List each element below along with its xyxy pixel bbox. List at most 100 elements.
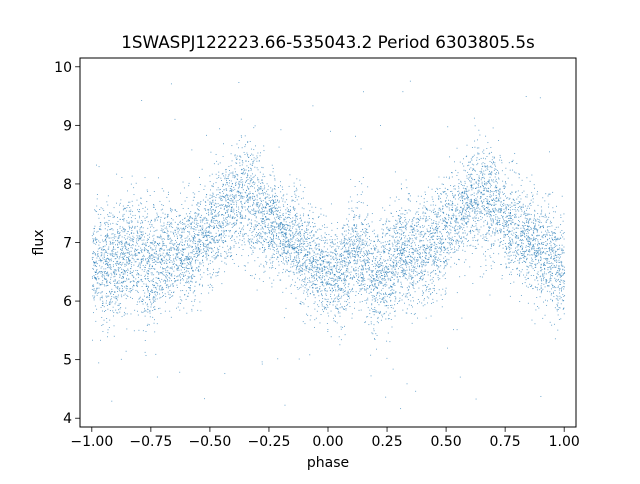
data-point	[543, 251, 544, 252]
data-point	[146, 201, 148, 203]
data-point	[557, 279, 559, 281]
data-point	[339, 287, 341, 289]
data-point	[510, 254, 512, 256]
data-point	[504, 174, 506, 176]
data-point	[538, 224, 540, 226]
data-point	[489, 255, 491, 257]
data-point	[448, 219, 449, 221]
data-point	[173, 249, 175, 251]
data-point	[172, 231, 174, 233]
data-point	[310, 265, 312, 267]
data-point	[329, 245, 331, 247]
data-point	[254, 182, 256, 184]
data-point	[503, 220, 505, 221]
data-point	[142, 255, 144, 257]
data-point	[470, 230, 471, 232]
data-point	[460, 181, 462, 183]
data-point	[373, 233, 375, 235]
data-point	[160, 247, 162, 249]
data-point	[430, 249, 432, 251]
data-point	[247, 225, 249, 226]
data-point	[314, 260, 316, 262]
data-point	[256, 238, 258, 240]
data-point	[144, 309, 146, 311]
data-point	[242, 216, 244, 218]
data-point	[505, 195, 506, 197]
data-point	[159, 307, 161, 309]
data-point	[215, 197, 217, 199]
data-point	[262, 206, 264, 208]
data-point	[183, 227, 185, 229]
data-point	[321, 276, 323, 278]
data-point	[516, 268, 517, 270]
data-point	[466, 208, 468, 210]
data-point	[213, 238, 215, 240]
data-point	[166, 263, 168, 264]
data-point	[99, 241, 101, 243]
data-point	[510, 247, 512, 249]
data-point	[328, 268, 330, 270]
data-point	[125, 210, 127, 212]
data-point	[121, 236, 123, 238]
data-point	[178, 302, 180, 304]
data-point	[336, 259, 338, 261]
data-point	[400, 408, 402, 410]
data-point	[242, 181, 244, 183]
data-point	[189, 216, 191, 218]
data-point	[461, 223, 463, 225]
data-point	[488, 233, 490, 235]
data-point	[267, 204, 269, 205]
data-point	[321, 290, 323, 292]
data-point	[269, 259, 271, 261]
data-point	[117, 296, 119, 298]
data-point	[496, 220, 498, 222]
data-point	[161, 188, 163, 190]
data-point	[375, 279, 377, 281]
data-point	[216, 239, 218, 241]
data-point	[527, 236, 529, 238]
data-point	[191, 310, 193, 312]
data-point	[142, 215, 144, 217]
data-point	[398, 198, 400, 200]
data-point	[379, 265, 381, 267]
data-point	[198, 240, 200, 242]
data-point	[251, 158, 253, 160]
data-point	[548, 262, 550, 264]
data-point	[202, 244, 204, 246]
data-point	[215, 252, 217, 254]
data-point	[101, 252, 103, 254]
data-point	[466, 155, 468, 157]
data-point	[422, 256, 423, 257]
data-point	[320, 250, 322, 252]
data-point	[363, 262, 365, 264]
data-point	[105, 252, 107, 254]
data-point	[320, 228, 322, 230]
data-point	[402, 248, 404, 250]
data-point	[281, 243, 283, 245]
data-point	[127, 205, 129, 206]
data-point	[177, 279, 178, 281]
data-point	[379, 313, 380, 315]
data-point	[401, 244, 403, 246]
data-point	[411, 260, 413, 262]
data-point	[443, 176, 445, 178]
data-point	[313, 294, 315, 296]
data-point	[168, 253, 170, 255]
data-point	[547, 226, 549, 227]
data-point	[240, 213, 242, 215]
data-point	[456, 249, 457, 251]
data-point	[272, 225, 273, 227]
data-point	[209, 175, 211, 177]
data-point	[103, 209, 105, 211]
data-point	[469, 212, 471, 214]
data-point	[369, 286, 371, 288]
data-point	[136, 304, 138, 305]
data-point	[141, 235, 143, 237]
data-point	[119, 232, 121, 234]
data-point	[92, 277, 93, 279]
data-point	[167, 235, 169, 237]
data-point	[323, 214, 325, 216]
data-point	[341, 280, 343, 282]
data-point	[292, 271, 294, 273]
